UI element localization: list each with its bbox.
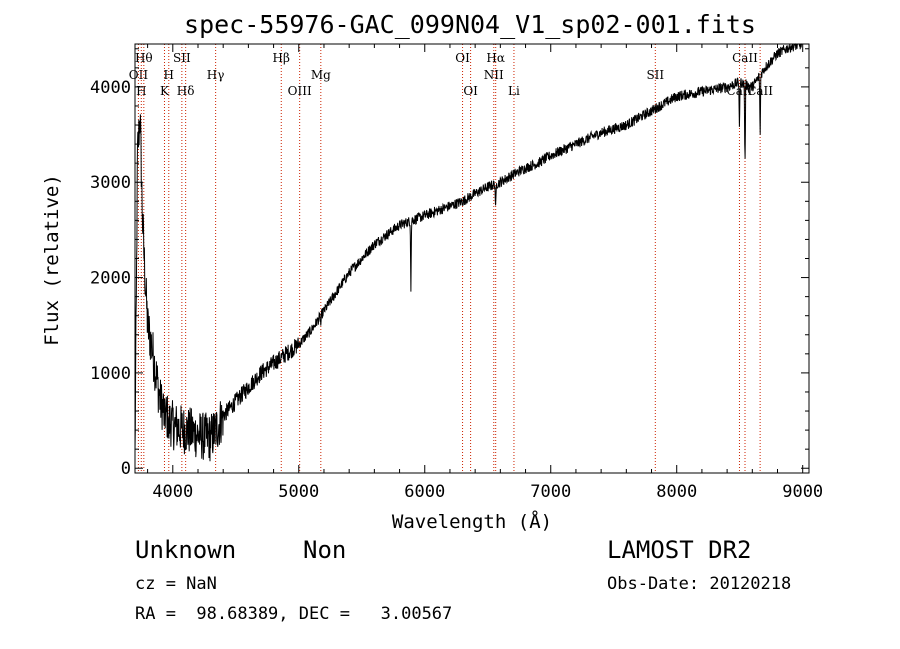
object-class: Unknown: [135, 536, 237, 564]
y-tick-label-3000: 3000: [90, 173, 131, 193]
line-label-5: SII: [173, 51, 191, 65]
y-tick-label-1000: 1000: [90, 364, 131, 384]
x-axis-label: Wavelength (Å): [392, 510, 552, 533]
x-tick-label-6000: 6000: [404, 482, 445, 502]
line-label-9: OIII: [288, 84, 312, 98]
y-tick-label-0: 0: [121, 459, 131, 479]
line-label-12: OI: [463, 84, 478, 98]
line-label-15: Li: [508, 84, 520, 98]
line-label-3: K: [160, 84, 170, 98]
spectrum-chart: spec-55976-GAC_099N04_V1_sp02-001.fits O…: [41, 10, 823, 533]
line-label-0: OII: [129, 68, 149, 82]
ra-dec-coordinates: RA = 98.68389, DEC = 3.00567: [135, 604, 453, 624]
x-tick-label-8000: 8000: [656, 482, 697, 502]
line-label-4: H: [164, 68, 174, 82]
redshift-cz: cz = NaN: [135, 574, 217, 594]
line-label-1: H: [136, 84, 146, 98]
survey-name: LAMOST DR2: [607, 536, 752, 564]
y-axis-label: Flux (relative): [41, 174, 63, 346]
line-label-16: SII: [646, 68, 664, 82]
spectrum-line: [134, 43, 803, 462]
plot-frame: [134, 43, 810, 474]
line-label-6: Hδ: [177, 84, 195, 98]
spectral-line-markers: OII H Hθ KH SII Hδ Hγ Hβ OIII Mg OI OI NII Hα Li SII CaI…: [129, 44, 773, 473]
y-tick-label-2000: 2000: [90, 269, 131, 289]
line-label-13: NII: [484, 68, 504, 82]
chart-title: spec-55976-GAC_099N04_V1_sp02-001.fits: [184, 10, 756, 39]
y-axis: 0 1000 2000 3000 4000: [90, 48, 809, 479]
line-label-2: Hθ: [135, 51, 153, 65]
line-label-14: Hα: [486, 51, 505, 65]
x-tick-label-5000: 5000: [278, 482, 319, 502]
y-tick-label-4000: 4000: [90, 78, 131, 98]
x-tick-label-4000: 4000: [152, 482, 193, 502]
object-subclass: Non: [303, 536, 347, 564]
line-label-10: Mg: [311, 68, 331, 82]
observation-date: Obs-Date: 20120218: [607, 574, 792, 594]
line-label-7: Hγ: [207, 68, 225, 82]
x-axis: 4000 5000 6000 7000 8000 9000: [147, 44, 823, 502]
x-tick-label-9000: 9000: [782, 482, 823, 502]
line-label-8: Hβ: [273, 51, 290, 65]
line-label-18: CaII: [732, 51, 758, 65]
line-label-11: OI: [455, 51, 470, 65]
x-tick-label-7000: 7000: [530, 482, 571, 502]
